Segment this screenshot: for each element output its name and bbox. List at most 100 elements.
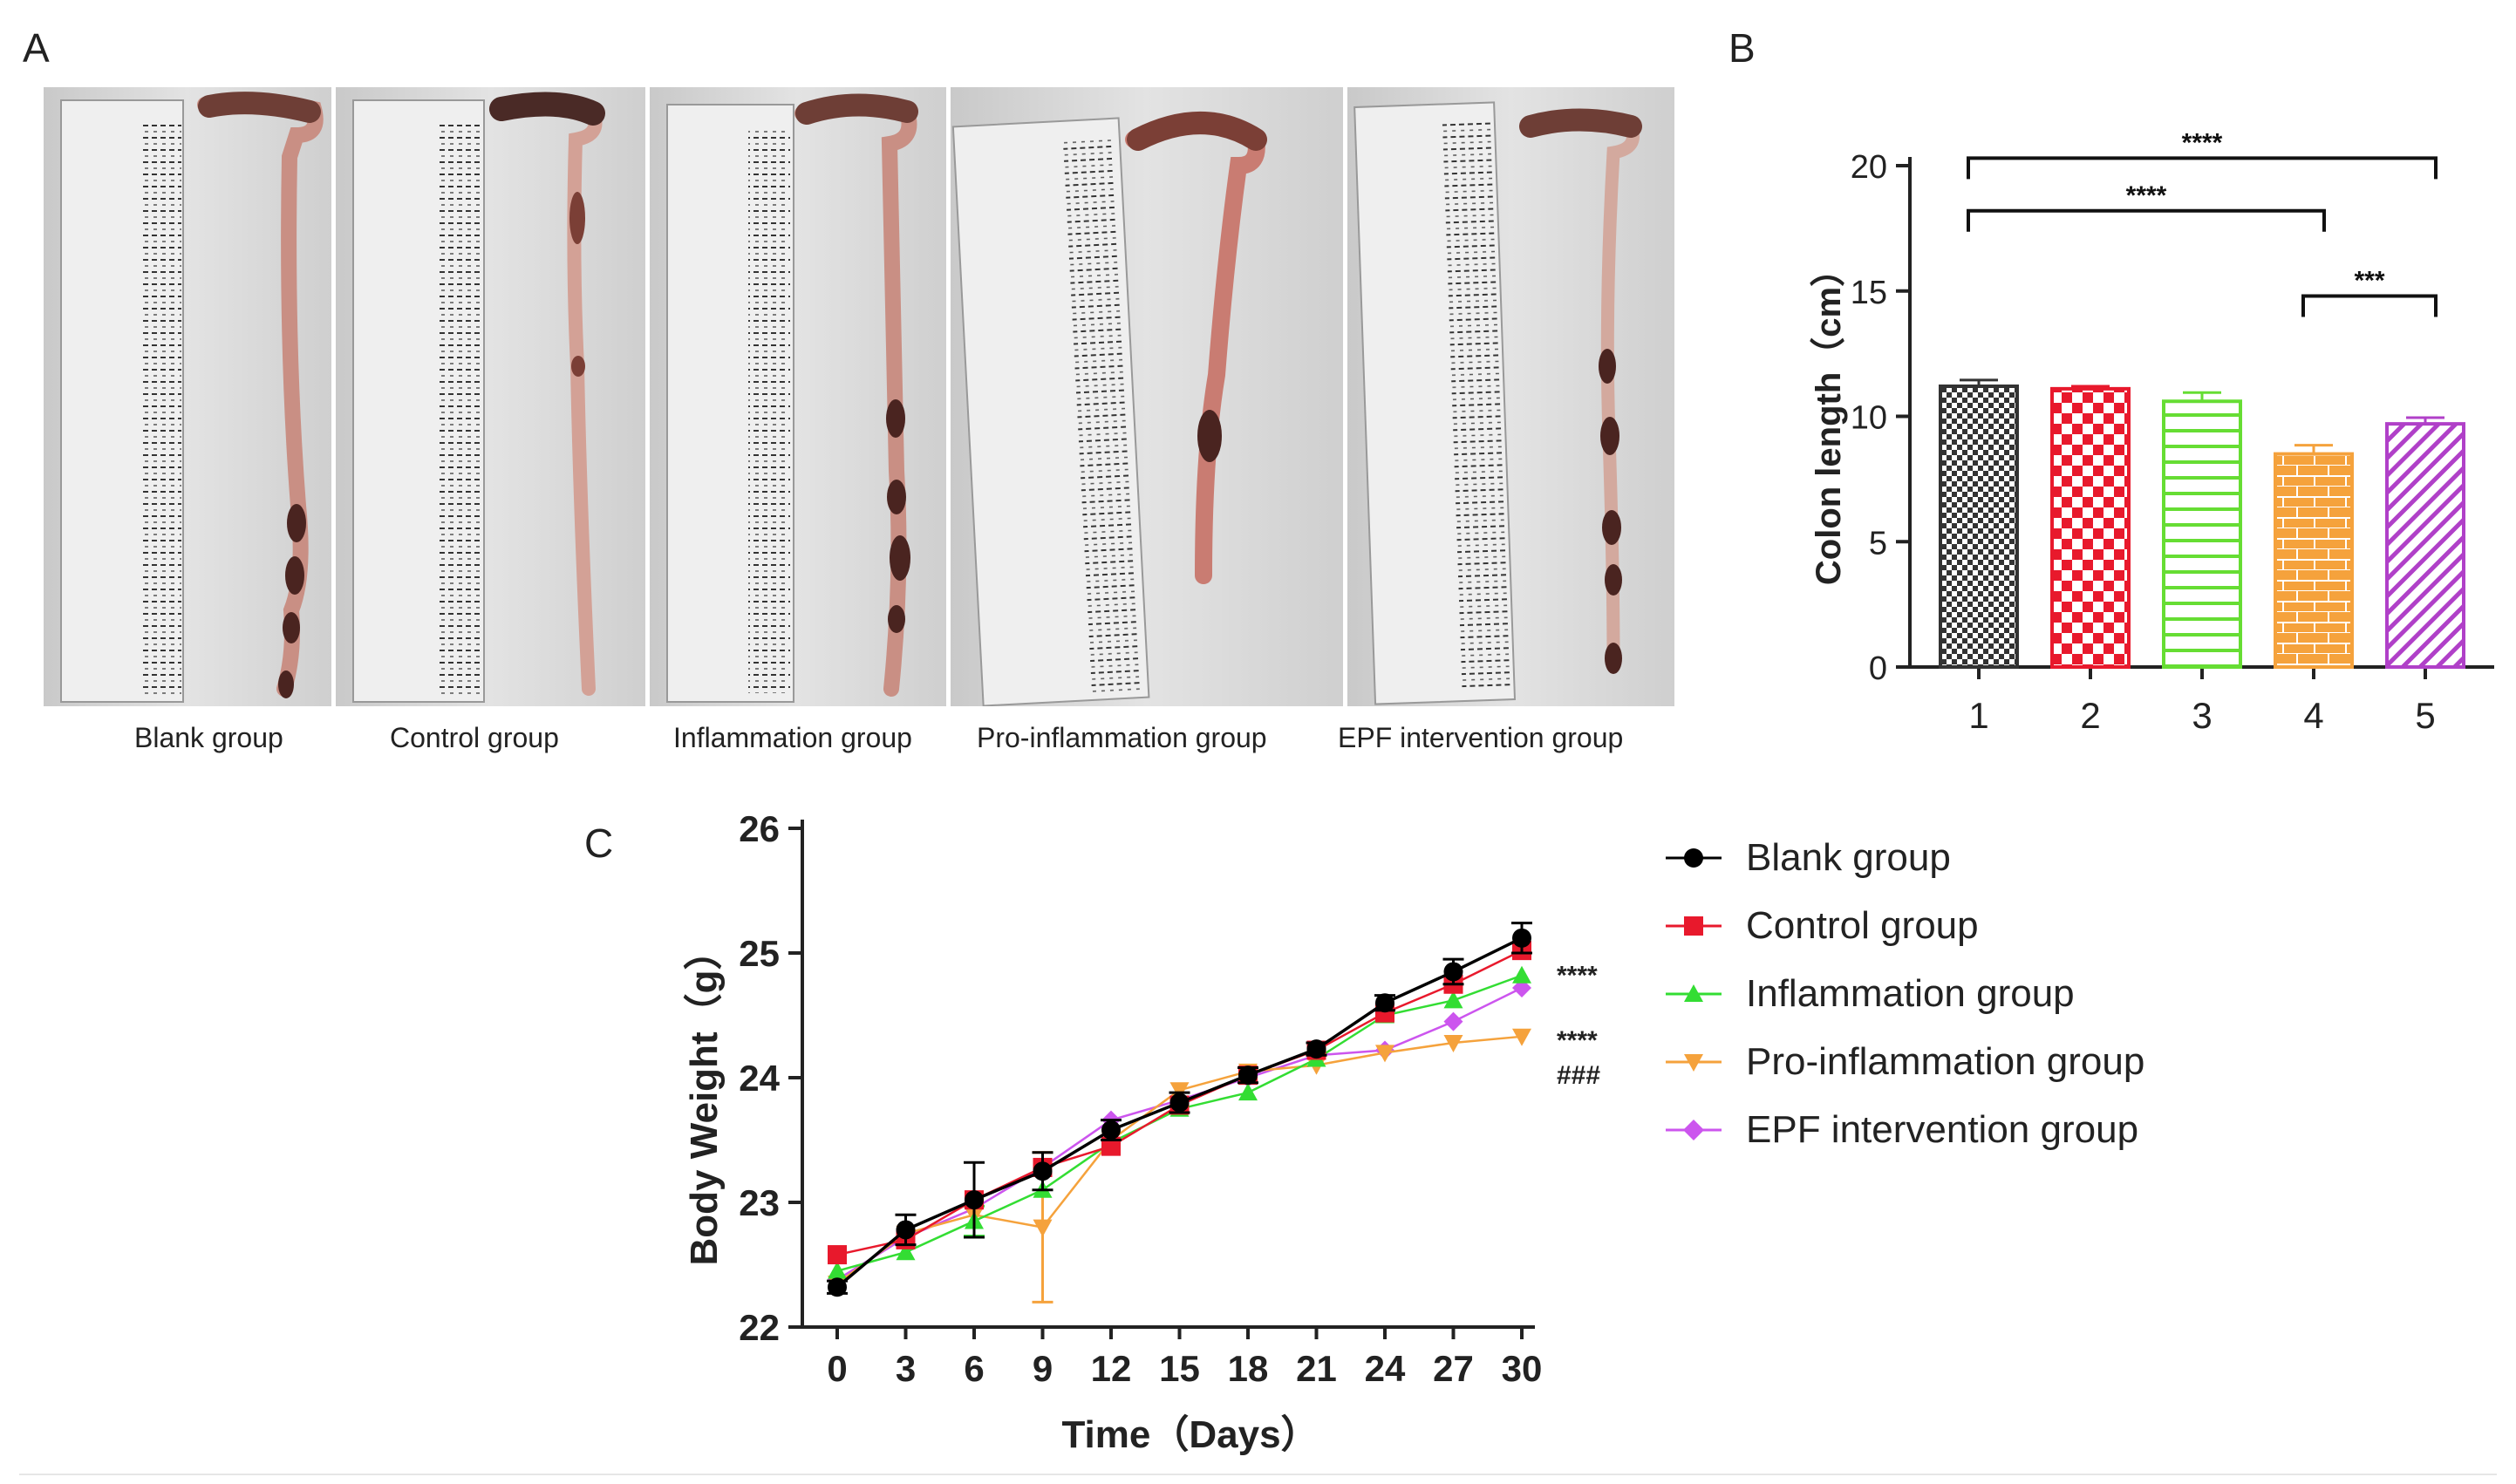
series-line — [836, 1035, 1523, 1284]
x-tick-label: 27 — [1433, 1348, 1474, 1389]
bar-chart-y-axis-label: Colon length（cm） — [1810, 252, 1848, 585]
data-point-triangle-down — [1375, 1045, 1394, 1063]
data-point-triangle-down — [1512, 1028, 1531, 1046]
photo-panel-2 — [336, 87, 645, 706]
bar-1 — [1939, 385, 2019, 669]
significance-bracket — [2301, 294, 2438, 317]
x-tick-label: 1 — [1968, 695, 1988, 736]
data-point-circle — [1033, 1161, 1053, 1181]
x-tick-label: 3 — [896, 1348, 916, 1389]
figure-bottom-rule — [19, 1474, 2497, 1475]
y-tick-label: 22 — [739, 1307, 780, 1348]
legend-label: Control group — [1746, 904, 1979, 947]
x-tick-label: 5 — [2415, 695, 2435, 736]
x-tick-label: 15 — [1159, 1348, 1200, 1389]
bar-4 — [2274, 452, 2354, 669]
data-point-square — [828, 1245, 847, 1265]
annotation-label: **** — [1557, 1026, 1598, 1055]
y-tick-label: 0 — [1869, 650, 1887, 687]
series-line — [836, 974, 1523, 1272]
bar-2 — [2050, 386, 2131, 669]
series-blank-group — [827, 922, 1532, 1297]
line-chart-legend: Blank group Control group Inflammation g… — [1666, 824, 2144, 1164]
photo-label-control: Control group — [390, 722, 559, 753]
data-point-triangle-up — [1443, 990, 1463, 1009]
data-point-square — [1101, 1136, 1121, 1156]
y-tick-label: 15 — [1851, 275, 1887, 311]
photo-panel-3 — [650, 87, 946, 706]
data-point-circle — [1443, 962, 1463, 982]
x-tick-label: 21 — [1296, 1348, 1337, 1389]
bar-3 — [2162, 399, 2242, 669]
data-point-triangle-up — [896, 1242, 916, 1261]
x-tick-label: 0 — [827, 1348, 847, 1389]
data-point-circle — [828, 1277, 847, 1297]
series-epf-intervention-group — [828, 978, 1531, 1290]
data-point-circle — [1375, 993, 1394, 1013]
data-point-triangle-up — [828, 1261, 847, 1279]
data-point-triangle-up — [1512, 965, 1531, 984]
y-tick-label: 20 — [1851, 149, 1887, 186]
legend-label: EPF intervention group — [1746, 1108, 2139, 1151]
photo-panel-4 — [951, 87, 1343, 706]
x-tick-label: 2 — [2080, 695, 2100, 736]
photo-panel-1 — [44, 87, 331, 706]
photo-label-pro-inflammation: Pro-inflammation group — [977, 722, 1267, 753]
x-tick-label: 6 — [964, 1348, 984, 1389]
data-point-circle — [1169, 1093, 1190, 1113]
y-tick-label: 25 — [739, 933, 780, 974]
data-point-triangle-down — [1169, 1082, 1190, 1100]
data-point-triangle-down — [1443, 1034, 1463, 1052]
legend-item-pro-inflammation: Pro-inflammation group — [1666, 1028, 2144, 1096]
x-tick-label: 9 — [1033, 1348, 1053, 1389]
x-tick-label: 3 — [2192, 695, 2212, 736]
legend-item-inflammation: Inflammation group — [1666, 960, 2144, 1028]
y-tick-label: 26 — [739, 808, 780, 849]
x-tick-label: 30 — [1502, 1348, 1543, 1389]
series-inflammation-group — [828, 965, 1531, 1279]
data-point-circle — [1512, 928, 1531, 948]
photo-label-blank: Blank group — [134, 722, 283, 753]
y-tick-label: 5 — [1869, 525, 1887, 562]
line-chart-y-axis-label: Body Weight（g） — [683, 932, 726, 1266]
x-tick-label: 4 — [2303, 695, 2323, 736]
legend-label: Blank group — [1746, 836, 1951, 879]
bar-chart-bars — [1939, 378, 2465, 669]
legend-marker-square-icon — [1666, 916, 1722, 936]
x-tick-label: 18 — [1228, 1348, 1269, 1389]
data-point-circle — [965, 1190, 984, 1210]
legend-marker-triangle-down-icon — [1666, 1054, 1722, 1072]
data-point-circle — [896, 1220, 916, 1240]
y-tick-label: 24 — [739, 1058, 780, 1099]
data-point-circle — [1101, 1120, 1121, 1140]
significance-label: *** — [2354, 267, 2384, 296]
line-chart-annotations: **** **** ### — [1557, 962, 1600, 1090]
data-point-triangle-up — [1238, 1083, 1258, 1101]
bar-chart-significance: *********** — [1967, 131, 2438, 317]
body-weight-line-chart: 22 23 24 25 26 0 3 6 9 12 15 18 21 24 27 30 **** **** ###… — [683, 808, 1600, 1456]
significance-label: **** — [2182, 131, 2223, 157]
x-tick-label: 24 — [1365, 1348, 1406, 1389]
significance-label: **** — [2126, 181, 2167, 210]
data-point-triangle-down — [1033, 1219, 1053, 1237]
photo-label-epf: EPF intervention group — [1338, 722, 1624, 753]
line-chart-x-axis-label: Time（Days） — [1061, 1413, 1319, 1456]
significance-bracket — [1967, 208, 2326, 232]
photo-label-inflammation: Inflammation group — [673, 722, 912, 753]
legend-label: Pro-inflammation group — [1746, 1040, 2145, 1083]
data-point-diamond — [1443, 1011, 1463, 1031]
y-tick-label: 10 — [1851, 400, 1887, 437]
annotation-label: ### — [1557, 1061, 1600, 1090]
panel-c-letter: C — [584, 820, 614, 866]
legend-label: Inflammation group — [1746, 972, 2075, 1015]
line-chart-axes: 22 23 24 25 26 0 3 6 9 12 15 18 21 24 27 30 — [739, 808, 1542, 1389]
legend-marker-diamond-icon — [1666, 1120, 1722, 1140]
legend-marker-triangle-up-icon — [1666, 984, 1722, 1002]
panel-b-letter: B — [1728, 25, 1756, 71]
legend-item-blank: Blank group — [1666, 824, 2144, 892]
x-tick-label: 12 — [1091, 1348, 1132, 1389]
annotation-label: **** — [1557, 962, 1598, 990]
series-pro-inflammation-group — [828, 1028, 1531, 1304]
y-tick-label: 23 — [739, 1182, 780, 1223]
